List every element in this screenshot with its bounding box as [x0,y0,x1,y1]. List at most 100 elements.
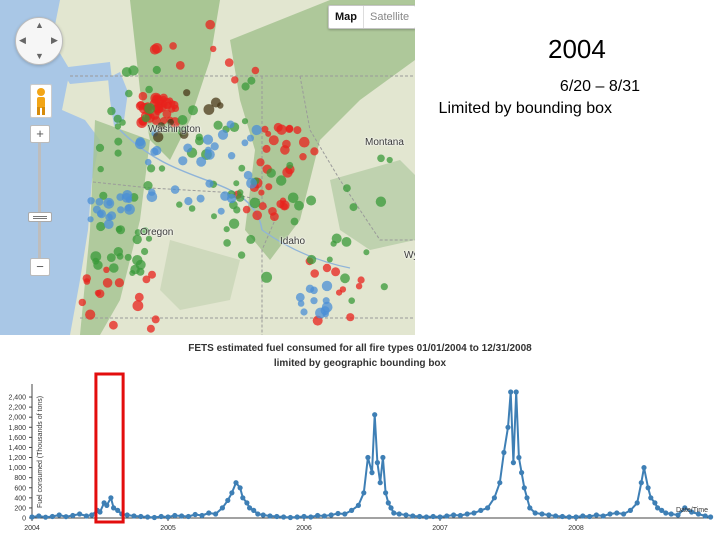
fire-marker[interactable] [124,203,135,215]
fire-marker[interactable] [183,143,193,153]
fire-marker[interactable] [357,276,365,284]
fire-marker[interactable] [183,89,191,97]
fire-marker[interactable] [238,164,246,172]
fire-marker[interactable] [175,61,185,70]
fire-marker[interactable] [138,91,148,101]
zoom-in-button[interactable]: + [30,125,50,143]
fire-marker[interactable] [154,95,164,105]
fire-marker[interactable] [331,267,341,277]
fire-marker[interactable] [95,143,105,152]
fire-marker[interactable] [96,210,104,218]
fire-marker[interactable] [223,239,231,247]
fire-marker[interactable] [210,97,221,108]
fire-marker[interactable] [266,168,276,178]
fire-marker[interactable] [144,103,156,114]
fire-marker[interactable] [134,292,144,302]
fire-marker[interactable] [233,180,240,187]
fire-marker[interactable] [235,193,245,202]
map-view[interactable]: Map Satellite ▲ ▼ ◀ ▶ + − Washington Mon… [0,0,415,335]
fire-marker[interactable] [268,207,277,216]
fire-marker[interactable] [202,134,214,145]
fire-marker[interactable] [224,58,234,67]
fire-marker[interactable] [348,297,356,305]
fire-marker[interactable] [227,152,236,160]
fire-marker[interactable] [295,292,305,302]
zoom-slider-track[interactable] [38,135,41,270]
fire-marker[interactable] [147,164,156,173]
fire-marker[interactable] [195,136,204,146]
pan-down-icon[interactable]: ▼ [35,51,44,61]
fire-marker[interactable] [265,130,272,137]
fire-marker[interactable] [83,278,91,285]
fire-marker[interactable] [97,165,104,173]
fire-marker[interactable] [231,76,239,84]
fire-marker[interactable] [252,210,262,221]
fire-marker[interactable] [114,278,124,288]
fire-marker[interactable] [265,183,273,191]
fire-marker[interactable] [121,193,132,203]
fire-marker[interactable] [282,167,293,178]
fire-marker[interactable] [321,280,333,292]
fire-marker[interactable] [121,67,132,77]
fire-marker[interactable] [258,189,265,196]
fire-marker[interactable] [170,185,180,194]
fire-marker[interactable] [322,263,332,273]
fire-marker[interactable] [363,249,370,256]
fire-marker[interactable] [158,165,166,172]
fire-marker[interactable] [233,206,241,214]
fire-marker[interactable] [106,253,116,262]
fire-marker[interactable] [151,43,163,54]
pan-right-icon[interactable]: ▶ [51,35,58,45]
fire-marker[interactable] [162,109,172,119]
fire-marker[interactable] [135,138,146,150]
fire-marker[interactable] [210,142,219,151]
zoom-out-button[interactable]: − [30,258,50,276]
fire-marker[interactable] [129,270,136,276]
fire-marker[interactable] [340,273,350,284]
fire-marker[interactable] [148,270,156,279]
fire-marker[interactable] [124,253,132,261]
fire-marker[interactable] [326,256,333,263]
fire-marker[interactable] [145,235,153,242]
fire-marker[interactable] [386,156,393,164]
fire-marker[interactable] [210,45,217,53]
fire-marker[interactable] [132,234,142,245]
fire-marker[interactable] [261,125,269,133]
fire-marker[interactable] [99,191,108,200]
fire-marker[interactable] [237,251,246,259]
fire-marker[interactable] [94,289,101,297]
fire-marker[interactable] [320,306,330,316]
fire-marker[interactable] [104,219,114,229]
fire-marker[interactable] [119,119,126,126]
fire-marker[interactable] [115,225,123,233]
fire-marker[interactable] [273,122,283,132]
fire-marker[interactable] [294,200,304,211]
fire-marker[interactable] [102,278,113,288]
fire-marker[interactable] [310,269,320,278]
fire-marker[interactable] [276,175,287,186]
fire-marker[interactable] [93,260,103,270]
fire-marker[interactable] [247,134,254,142]
fire-marker[interactable] [135,101,145,111]
fire-marker[interactable] [241,139,249,147]
fire-marker[interactable] [152,145,162,156]
fire-marker[interactable] [87,216,94,223]
fire-marker[interactable] [330,240,337,247]
fire-marker[interactable] [135,259,146,270]
fire-marker[interactable] [144,158,152,166]
fire-marker[interactable] [299,136,310,148]
fire-marker[interactable] [246,234,256,244]
fire-marker[interactable] [146,191,158,203]
fire-marker[interactable] [109,320,118,330]
fire-marker[interactable] [310,297,318,305]
street-view-pegman[interactable] [30,84,52,118]
fire-marker[interactable] [178,156,188,166]
fire-marker[interactable] [306,195,317,206]
fire-marker[interactable] [211,213,217,220]
fire-marker[interactable] [152,65,161,75]
fire-marker[interactable] [346,313,355,322]
fire-marker[interactable] [176,201,183,208]
fire-marker[interactable] [243,170,253,180]
fire-marker[interactable] [290,217,299,226]
fire-marker[interactable] [105,213,113,221]
